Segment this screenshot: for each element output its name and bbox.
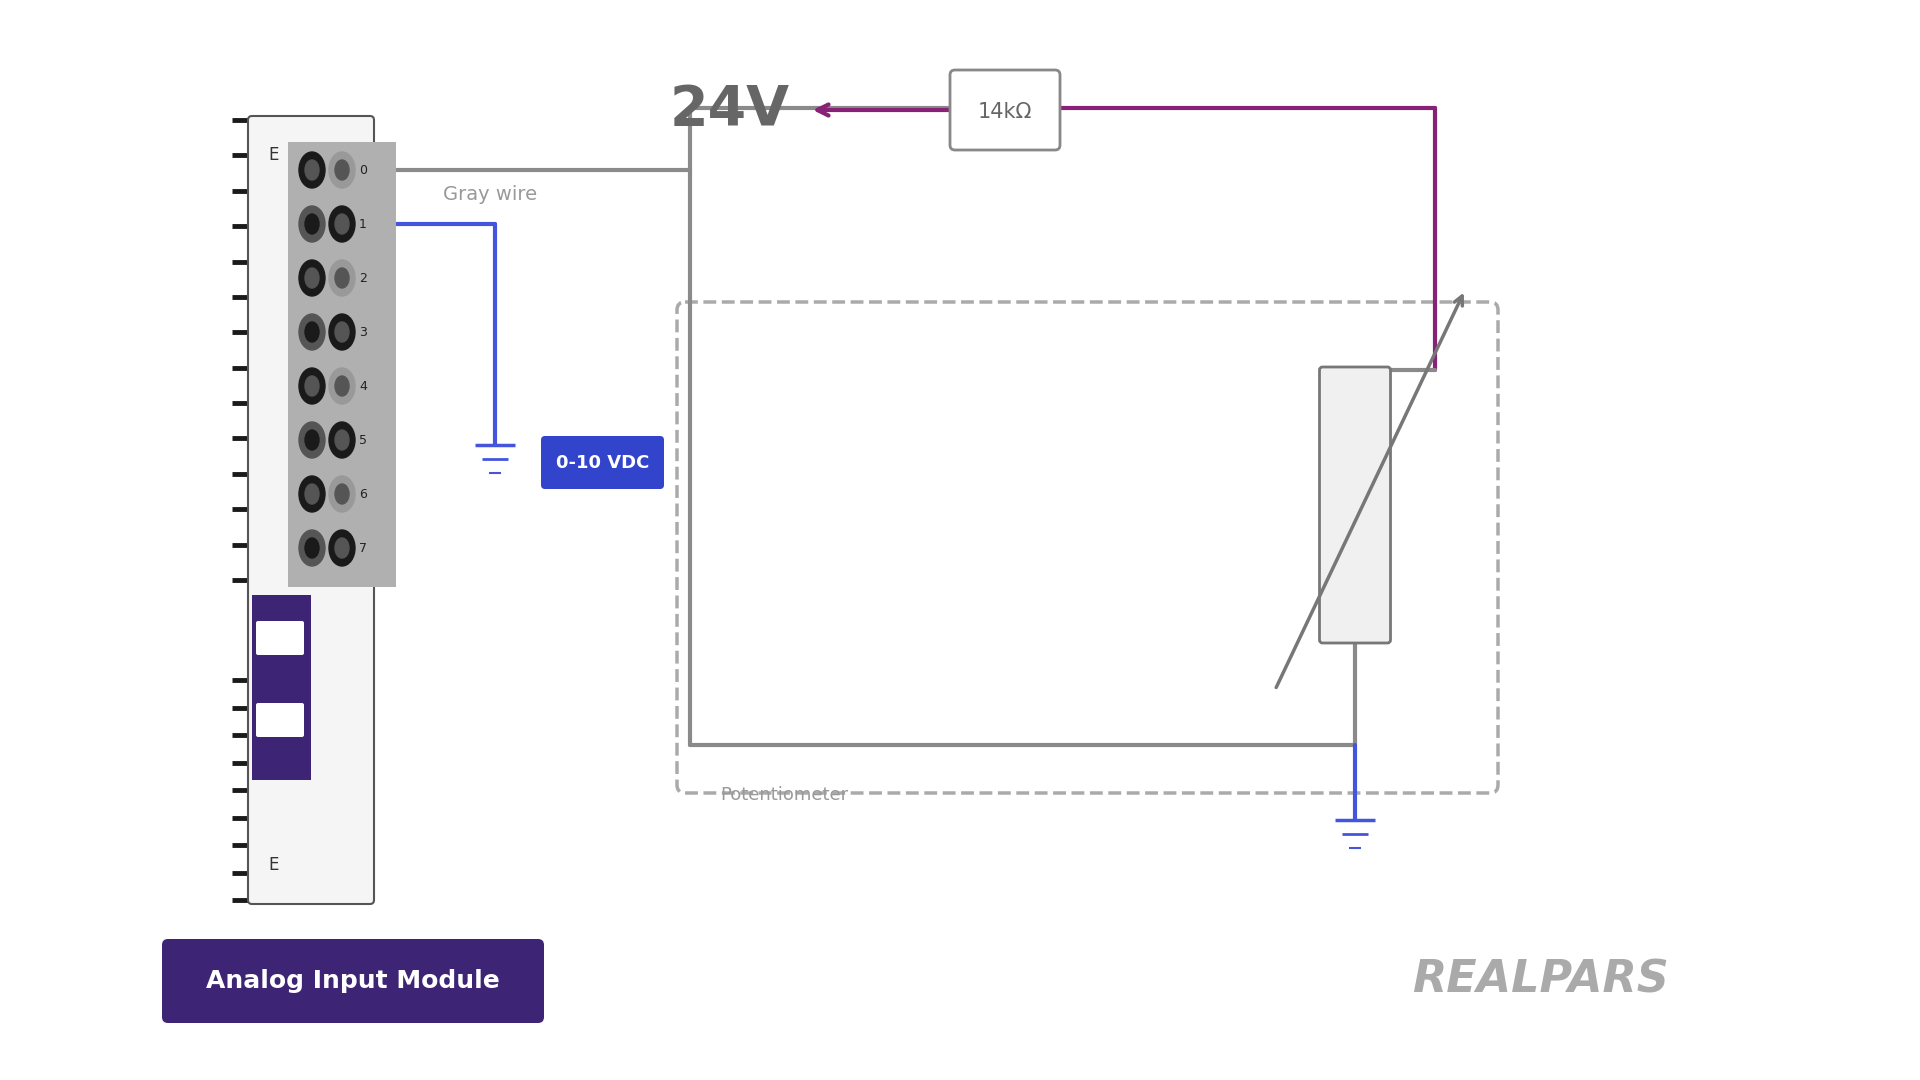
Text: Potentiometer: Potentiometer bbox=[720, 786, 849, 804]
Ellipse shape bbox=[334, 376, 349, 396]
Ellipse shape bbox=[300, 206, 324, 242]
Text: REALPARS: REALPARS bbox=[1411, 959, 1668, 1001]
Ellipse shape bbox=[328, 152, 355, 188]
Text: Gray wire: Gray wire bbox=[444, 186, 538, 204]
FancyBboxPatch shape bbox=[161, 939, 543, 1023]
Ellipse shape bbox=[305, 376, 319, 396]
Ellipse shape bbox=[334, 268, 349, 288]
FancyBboxPatch shape bbox=[252, 595, 311, 780]
FancyBboxPatch shape bbox=[248, 116, 374, 904]
Ellipse shape bbox=[328, 530, 355, 566]
Text: 14kΩ: 14kΩ bbox=[977, 102, 1033, 122]
Text: E: E bbox=[269, 856, 278, 874]
Text: 6: 6 bbox=[359, 487, 367, 500]
FancyBboxPatch shape bbox=[950, 70, 1060, 150]
Ellipse shape bbox=[328, 206, 355, 242]
Ellipse shape bbox=[305, 160, 319, 180]
FancyBboxPatch shape bbox=[255, 621, 303, 654]
Text: E: E bbox=[269, 146, 278, 164]
FancyBboxPatch shape bbox=[1319, 367, 1390, 643]
FancyBboxPatch shape bbox=[288, 141, 396, 588]
Text: Analog Input Module: Analog Input Module bbox=[205, 969, 499, 993]
Ellipse shape bbox=[300, 260, 324, 296]
Ellipse shape bbox=[305, 538, 319, 558]
Text: 24V: 24V bbox=[670, 83, 789, 137]
FancyBboxPatch shape bbox=[255, 703, 303, 737]
Ellipse shape bbox=[334, 214, 349, 234]
Ellipse shape bbox=[334, 322, 349, 342]
Ellipse shape bbox=[334, 160, 349, 180]
Ellipse shape bbox=[300, 152, 324, 188]
Text: 0-10 VDC: 0-10 VDC bbox=[555, 454, 649, 472]
Ellipse shape bbox=[300, 530, 324, 566]
Ellipse shape bbox=[328, 422, 355, 458]
Text: 5: 5 bbox=[359, 433, 367, 446]
Ellipse shape bbox=[305, 214, 319, 234]
Ellipse shape bbox=[305, 484, 319, 504]
Text: 2: 2 bbox=[359, 271, 367, 284]
FancyBboxPatch shape bbox=[541, 436, 664, 489]
Text: 7: 7 bbox=[359, 541, 367, 554]
Text: 1: 1 bbox=[359, 217, 367, 230]
Ellipse shape bbox=[300, 422, 324, 458]
Ellipse shape bbox=[328, 476, 355, 512]
Ellipse shape bbox=[300, 314, 324, 350]
Text: 4: 4 bbox=[359, 379, 367, 392]
Ellipse shape bbox=[328, 368, 355, 404]
Ellipse shape bbox=[334, 538, 349, 558]
Ellipse shape bbox=[305, 430, 319, 450]
Ellipse shape bbox=[334, 484, 349, 504]
Ellipse shape bbox=[300, 476, 324, 512]
Ellipse shape bbox=[305, 322, 319, 342]
Ellipse shape bbox=[328, 260, 355, 296]
Ellipse shape bbox=[328, 314, 355, 350]
Ellipse shape bbox=[300, 368, 324, 404]
Ellipse shape bbox=[334, 430, 349, 450]
Text: 0: 0 bbox=[359, 163, 367, 176]
Text: 3: 3 bbox=[359, 325, 367, 338]
Ellipse shape bbox=[305, 268, 319, 288]
